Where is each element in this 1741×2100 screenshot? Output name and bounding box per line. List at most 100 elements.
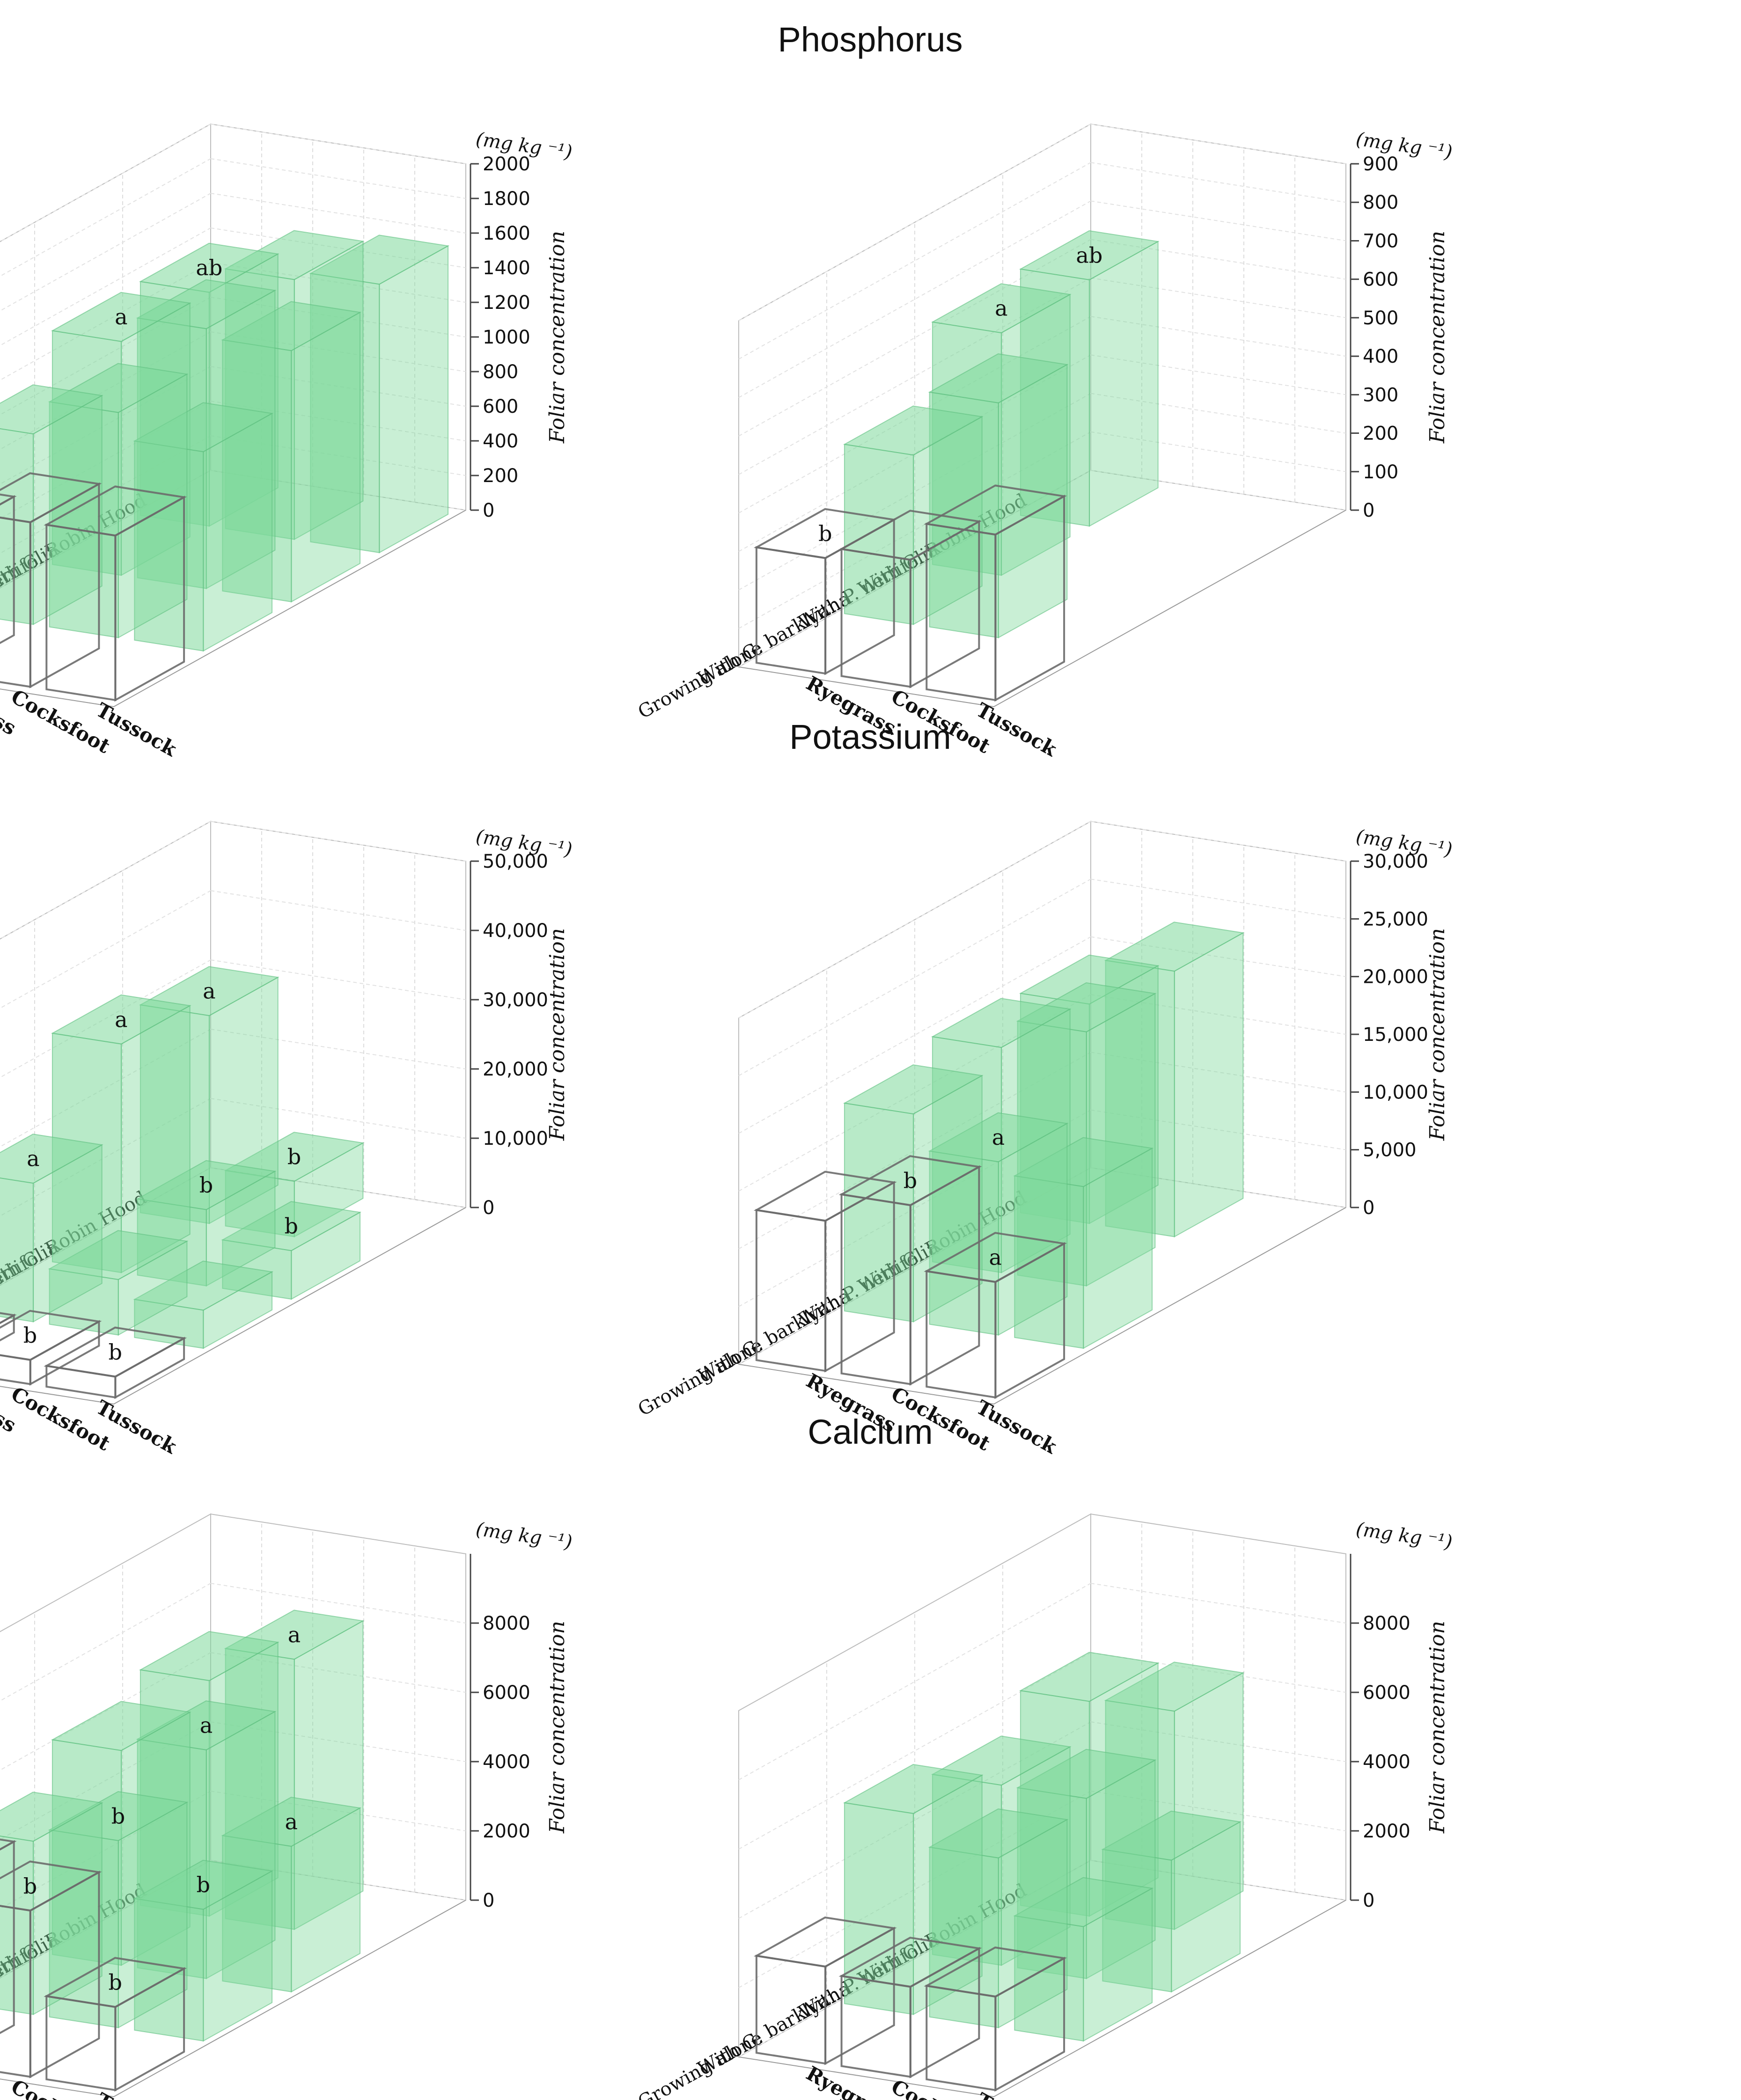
bar-face bbox=[0, 1835, 34, 2015]
bar-face bbox=[0, 1840, 15, 2034]
treatment-label: Growing alone bbox=[634, 637, 766, 723]
gridline bbox=[1090, 431, 1346, 472]
gridline bbox=[738, 162, 1091, 360]
bar-face bbox=[1174, 1672, 1244, 1931]
bar-face bbox=[45, 1365, 117, 1399]
bar bbox=[928, 1808, 1069, 2029]
bar bbox=[1013, 1877, 1154, 2042]
bar: ab bbox=[1019, 230, 1160, 527]
gridline bbox=[210, 959, 466, 1000]
bar-face bbox=[291, 1807, 361, 1993]
y-tick-label: 800 bbox=[1363, 192, 1398, 213]
gridline bbox=[738, 124, 1091, 321]
significance-label: a bbox=[115, 1007, 127, 1032]
bar bbox=[44, 485, 187, 702]
grass-label: Cocksfoot bbox=[7, 1382, 114, 1455]
y-tick-label: 0 bbox=[1363, 500, 1374, 521]
bar bbox=[1013, 1137, 1154, 1349]
gridline bbox=[1090, 878, 1346, 920]
y-tick-label: 20,000 bbox=[483, 1059, 548, 1080]
y-tick-label: 25,000 bbox=[1363, 908, 1428, 930]
y-tick-label: 300 bbox=[1363, 384, 1398, 406]
gridline bbox=[1090, 354, 1346, 395]
bar-face bbox=[33, 395, 103, 625]
significance-label: b bbox=[904, 1168, 917, 1193]
bar-face bbox=[844, 444, 914, 625]
gridline bbox=[1090, 470, 1346, 511]
bar-face bbox=[118, 1801, 188, 2029]
bar: b bbox=[44, 1326, 187, 1399]
bar-face bbox=[206, 1170, 276, 1287]
bar-face bbox=[1174, 932, 1244, 1238]
y-tick-label: 4000 bbox=[483, 1751, 530, 1773]
bar: b bbox=[48, 1791, 189, 2029]
chart-panels: 0200400600800100012001400160018002000(mg… bbox=[0, 123, 1454, 2100]
y-tick-label: 0 bbox=[483, 1197, 494, 1219]
bar-face bbox=[203, 1870, 273, 2042]
significance-label: b bbox=[196, 1872, 210, 1897]
gridline bbox=[1090, 821, 1346, 862]
y-tick-label: 900 bbox=[1363, 154, 1398, 175]
y-tick-label: 0 bbox=[483, 1890, 494, 1911]
bar: b bbox=[753, 508, 897, 675]
y-tick-label: 700 bbox=[1363, 230, 1398, 252]
bar-face bbox=[994, 494, 1065, 702]
bar-face bbox=[209, 976, 279, 1224]
bar-face bbox=[998, 1819, 1068, 2029]
y-axis-title: Foliar concentration bbox=[1425, 928, 1449, 1141]
bar: b bbox=[44, 1957, 187, 2092]
gridline bbox=[1090, 162, 1346, 203]
bar bbox=[0, 1792, 103, 2015]
gridline bbox=[210, 193, 466, 234]
bar-face bbox=[203, 1271, 273, 1349]
bar bbox=[1101, 1810, 1242, 1993]
gridline bbox=[210, 1583, 466, 1624]
grass-label: Tussock bbox=[92, 2088, 181, 2100]
bar-face bbox=[0, 495, 15, 644]
gridline bbox=[738, 200, 1091, 398]
gridline bbox=[1090, 277, 1346, 318]
bar: b bbox=[133, 1859, 274, 2042]
y-tick-label: 100 bbox=[1363, 461, 1398, 483]
y-tick-label: 5,000 bbox=[1363, 1140, 1417, 1161]
significance-label: a bbox=[992, 1125, 1005, 1150]
gridline bbox=[1090, 393, 1346, 434]
bar-face bbox=[1086, 993, 1156, 1287]
grass-label: Tussock bbox=[972, 2088, 1061, 2100]
gridline bbox=[0, 1583, 211, 1702]
bar-face bbox=[909, 1946, 980, 2078]
floor-edge bbox=[738, 510, 1346, 708]
bar: a bbox=[924, 1232, 1067, 1399]
bar-face bbox=[824, 1181, 895, 1373]
bar-face bbox=[909, 1165, 980, 1386]
bar-face bbox=[994, 1956, 1065, 2092]
gridline bbox=[738, 821, 1091, 1018]
bar-face bbox=[824, 518, 895, 675]
y-tick-label: 600 bbox=[1363, 269, 1398, 291]
significance-label: a bbox=[200, 1713, 213, 1738]
y-tick-label: 15,000 bbox=[1363, 1024, 1428, 1046]
significance-label: a bbox=[285, 1809, 297, 1835]
grass-label: Cocksfoot bbox=[7, 685, 114, 758]
y-tick-label: 2000 bbox=[1363, 1821, 1410, 1842]
significance-label: b bbox=[108, 1339, 122, 1365]
y-axis-title: Foliar concentration bbox=[545, 231, 569, 444]
section-title-phosphorus: Phosphorus bbox=[778, 20, 963, 59]
bar-face bbox=[913, 1075, 983, 1323]
bar-face bbox=[29, 1320, 100, 1386]
bar-face bbox=[29, 482, 100, 688]
bar-face bbox=[379, 245, 449, 554]
significance-label: b bbox=[23, 1873, 37, 1899]
y-tick-label: 40,000 bbox=[483, 920, 548, 942]
gridline bbox=[0, 158, 211, 277]
bar bbox=[0, 384, 103, 625]
bar-face bbox=[114, 1967, 185, 2092]
y-tick-label: 6000 bbox=[1363, 1682, 1410, 1704]
gridline bbox=[1090, 936, 1346, 977]
y-tick-label: 0 bbox=[1363, 1197, 1374, 1219]
bar-face bbox=[1083, 1147, 1153, 1349]
bar: a bbox=[0, 1134, 103, 1323]
y-tick-label: 600 bbox=[483, 396, 518, 417]
bar bbox=[48, 1230, 189, 1336]
y-tick-label: 1000 bbox=[483, 327, 530, 348]
